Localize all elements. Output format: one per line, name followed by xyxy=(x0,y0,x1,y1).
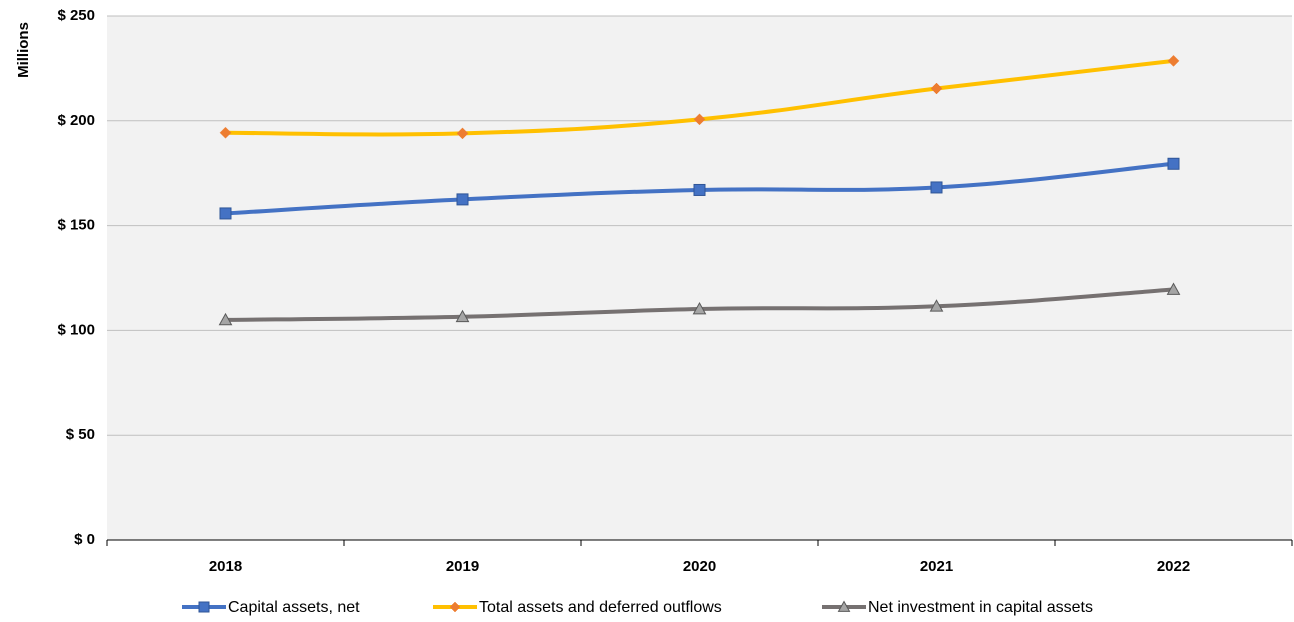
series-3 xyxy=(218,282,1181,326)
data-point xyxy=(692,301,707,315)
x-tick-label: 2019 xyxy=(446,558,479,575)
x-axis-labels: 2018 2019 2020 2021 2022 xyxy=(209,558,1190,575)
x-axis-ticks xyxy=(106,540,1293,546)
y-tick-label: $ 200 xyxy=(57,112,95,129)
gridlines xyxy=(107,15,1292,436)
data-point xyxy=(930,181,943,194)
y-tick-label: $ 100 xyxy=(57,321,95,338)
plot-area xyxy=(107,16,1292,540)
legend-marker xyxy=(198,601,210,613)
legend-marker xyxy=(837,600,851,612)
series-2 xyxy=(219,55,1180,140)
legend-label: Net investment in capital assets xyxy=(868,599,1093,616)
data-point xyxy=(1166,282,1181,295)
legend: Capital assets, net Total assets and defe… xyxy=(182,599,1093,616)
data-point xyxy=(219,207,232,220)
data-point xyxy=(693,113,706,126)
y-tick-label: $ 0 xyxy=(74,531,95,548)
x-tick-label: 2022 xyxy=(1157,558,1190,575)
data-point xyxy=(219,126,232,139)
legend-label: Total assets and deferred outflows xyxy=(479,599,722,616)
data-point xyxy=(455,309,470,323)
data-point xyxy=(930,82,943,95)
legend-item: Capital assets, net xyxy=(182,599,360,616)
data-point xyxy=(693,183,706,196)
y-tick-label: $ 50 xyxy=(66,426,95,443)
y-axis-title: Millions xyxy=(15,22,32,78)
legend-marker xyxy=(449,601,461,613)
y-axis-labels: $ 0 $ 50 $ 100 $ 150 $ 200 $ 250 xyxy=(57,7,95,548)
x-tick-label: 2020 xyxy=(683,558,716,575)
series-group xyxy=(218,55,1181,326)
x-tick-label: 2018 xyxy=(209,558,242,575)
legend-label: Capital assets, net xyxy=(228,599,360,616)
data-point xyxy=(1167,157,1180,170)
data-point xyxy=(456,127,469,140)
data-point xyxy=(1167,55,1180,67)
legend-item: Net investment in capital assets xyxy=(822,599,1093,616)
y-tick-label: $ 250 xyxy=(57,7,95,24)
data-point xyxy=(929,299,944,312)
x-tick-label: 2021 xyxy=(920,558,953,575)
data-point xyxy=(456,193,469,206)
data-point xyxy=(218,312,233,326)
y-tick-label: $ 150 xyxy=(57,217,95,234)
series-1 xyxy=(219,157,1180,220)
legend-item: Total assets and deferred outflows xyxy=(433,599,722,616)
